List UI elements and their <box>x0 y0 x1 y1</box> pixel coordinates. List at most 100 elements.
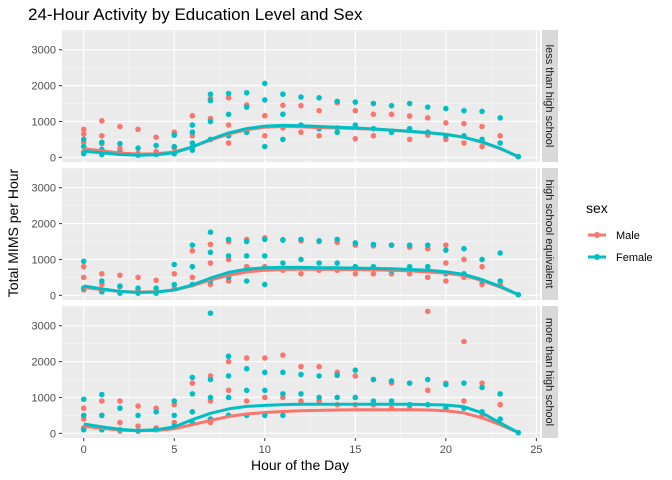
x-tick-label: 5 <box>171 444 177 456</box>
data-point-male <box>225 358 232 365</box>
data-point-female <box>424 242 431 248</box>
data-point-female <box>280 237 286 243</box>
data-point-male <box>99 133 105 139</box>
data-point-female <box>189 122 196 128</box>
data-point-female <box>406 100 413 107</box>
data-point-female <box>406 380 413 386</box>
y-tick-label: 0 <box>50 152 56 164</box>
data-point-male <box>479 263 485 270</box>
data-point-female <box>225 90 232 97</box>
data-point-male <box>225 387 232 394</box>
data-point-male <box>316 363 322 370</box>
data-point-male <box>316 107 322 114</box>
x-tick-label: 20 <box>440 444 452 456</box>
data-point-female <box>153 285 159 291</box>
x-tick-label: 25 <box>530 444 542 456</box>
data-point-female <box>280 91 286 98</box>
data-point-female <box>388 242 395 248</box>
data-point-female <box>243 89 250 96</box>
y-tick-label: 3000 <box>32 321 56 333</box>
data-point-male <box>189 274 196 281</box>
data-point-male <box>424 308 431 315</box>
data-point-male <box>443 242 449 248</box>
data-point-male <box>261 394 268 401</box>
data-point-female <box>153 142 159 149</box>
data-point-female <box>461 380 467 386</box>
data-point-female <box>497 416 503 422</box>
data-point-female <box>298 94 304 100</box>
data-point-female <box>479 256 485 263</box>
data-point-female <box>207 229 214 236</box>
data-point-female <box>225 394 232 401</box>
data-point-female <box>261 143 268 150</box>
data-point-female <box>171 412 178 419</box>
data-point-female <box>207 118 214 125</box>
data-point-female <box>243 278 250 284</box>
data-point-male <box>352 107 359 114</box>
data-point-female <box>261 253 268 259</box>
x-tick-label: 15 <box>349 444 361 456</box>
data-point-male <box>80 126 87 133</box>
data-point-female <box>171 398 178 404</box>
y-tick-label: 1000 <box>32 116 56 128</box>
y-tick-label: 0 <box>50 290 56 302</box>
data-point-male <box>225 140 232 146</box>
y-tick-label: 0 <box>50 428 56 440</box>
legend: sex Male Female <box>586 200 653 264</box>
data-point-female <box>280 260 286 266</box>
data-point-female <box>243 238 250 245</box>
data-point-female <box>171 132 178 138</box>
data-point-male <box>243 355 250 361</box>
data-point-male <box>135 126 141 133</box>
data-point-male <box>135 274 141 281</box>
data-point-male <box>225 94 232 101</box>
data-point-male <box>99 398 105 404</box>
data-point-male <box>99 117 105 124</box>
legend-label: Female <box>616 252 653 264</box>
data-point-female <box>117 140 123 147</box>
data-point-male <box>117 123 123 130</box>
data-point-female <box>225 373 232 379</box>
data-point-female <box>334 236 341 243</box>
smooth-line-female <box>83 123 519 158</box>
data-point-female <box>261 281 268 288</box>
data-point-female <box>153 409 159 415</box>
data-point-female <box>225 236 232 243</box>
data-point-male <box>280 352 286 358</box>
data-point-female <box>443 381 449 388</box>
y-tick-label: 2000 <box>32 357 56 369</box>
data-point-male <box>280 102 286 109</box>
data-point-male <box>388 111 395 118</box>
panel-3: 0 1000 2000 3000 more than high school <box>32 306 558 440</box>
data-point-female <box>280 111 286 118</box>
data-point-female <box>189 409 196 415</box>
data-point-female <box>316 260 322 266</box>
data-point-female <box>207 249 214 256</box>
data-point-female <box>261 97 268 103</box>
data-point-female <box>443 105 449 112</box>
data-point-female <box>479 384 485 391</box>
data-point-female <box>298 236 304 243</box>
data-point-female <box>424 263 431 270</box>
data-point-female <box>189 140 196 146</box>
data-point-male <box>298 271 304 277</box>
data-point-female <box>497 391 503 397</box>
y-tick-label: 1000 <box>32 254 56 266</box>
data-point-female <box>189 374 196 381</box>
data-point-male <box>443 120 449 126</box>
data-point-male <box>207 260 214 266</box>
data-point-male <box>261 355 268 361</box>
data-point-male <box>461 140 467 146</box>
data-point-female <box>334 372 341 379</box>
data-point-female <box>316 238 322 244</box>
data-point-male <box>243 398 250 404</box>
data-point-male <box>135 403 141 409</box>
data-point-female <box>117 405 123 412</box>
data-point-male <box>80 274 87 281</box>
data-point-male <box>117 272 123 279</box>
data-point-female <box>135 412 141 419</box>
data-point-female <box>80 136 87 143</box>
data-point-male <box>225 122 232 128</box>
data-point-female <box>171 143 178 150</box>
smooth-line-female <box>83 265 519 296</box>
